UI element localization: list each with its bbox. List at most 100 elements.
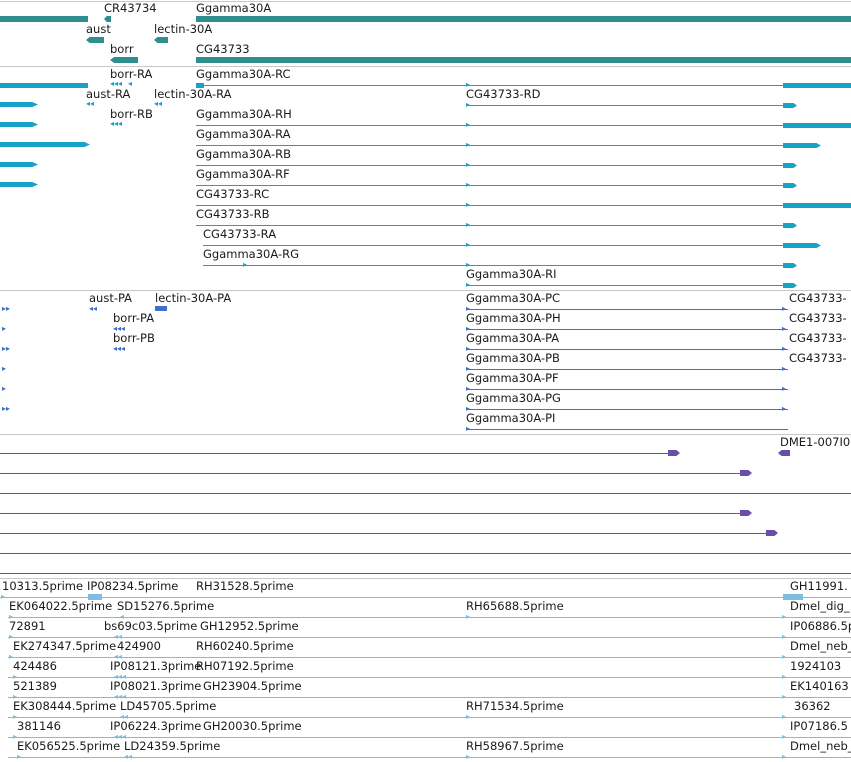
gene-label[interactable]: CG43733 xyxy=(196,42,250,56)
est-label[interactable]: GH23904.5prime xyxy=(203,679,302,693)
est-feature[interactable] xyxy=(88,594,102,600)
transcript-feature[interactable] xyxy=(783,263,797,268)
est-label[interactable]: IP06224.3prime xyxy=(110,719,202,733)
transcript-intron-line[interactable] xyxy=(203,265,786,266)
cdna-feature[interactable] xyxy=(668,450,680,456)
protein-label[interactable]: Ggamma30A-PH xyxy=(466,311,561,325)
transcript-feature[interactable] xyxy=(196,83,204,88)
est-label[interactable]: GH20030.5prime xyxy=(203,719,302,733)
cdna-alignment-line[interactable] xyxy=(0,573,851,574)
protein-intron-line[interactable] xyxy=(466,309,788,310)
est-label[interactable]: EK056525.5prime xyxy=(17,739,121,753)
gene-feature[interactable] xyxy=(110,57,138,63)
strand-arrows-icon[interactable]: ▸▸ xyxy=(2,404,11,413)
protein-label[interactable]: CG43733- xyxy=(789,331,847,345)
gene-feature[interactable] xyxy=(0,16,88,22)
transcript-label[interactable]: aust-RA xyxy=(86,87,131,101)
est-label[interactable]: IP08121.3prime xyxy=(110,659,202,673)
transcript-label[interactable]: Ggamma30A-RH xyxy=(196,107,292,121)
est-label[interactable]: 36362 xyxy=(794,699,831,713)
transcript-intron-line[interactable] xyxy=(196,145,786,146)
strand-arrows-icon[interactable]: ▸ xyxy=(2,364,7,373)
protein-feature[interactable] xyxy=(155,306,167,311)
transcript-feature[interactable] xyxy=(783,103,797,108)
strand-arrows-icon[interactable]: ▸ xyxy=(2,324,7,333)
est-label[interactable]: RH60240.5prime xyxy=(196,639,294,653)
transcript-feature[interactable] xyxy=(0,182,38,187)
reverse-strand-arrows-icon[interactable]: ◂ xyxy=(128,79,133,88)
protein-label[interactable]: lectin-30A-PA xyxy=(155,291,232,305)
est-label[interactable]: Dmel_neb_ xyxy=(790,639,851,653)
est-label[interactable]: IP06886.5p xyxy=(790,619,851,633)
transcript-intron-line[interactable] xyxy=(196,225,786,226)
gene-feature[interactable] xyxy=(86,37,104,43)
cdna-feature[interactable] xyxy=(778,450,790,456)
transcript-feature[interactable] xyxy=(783,203,851,208)
protein-intron-line[interactable] xyxy=(466,329,788,330)
est-label[interactable]: EK064022.5prime xyxy=(9,599,113,613)
cdna-feature[interactable] xyxy=(740,510,752,516)
transcript-label[interactable]: Ggamma30A-RF xyxy=(196,167,290,181)
est-feature[interactable] xyxy=(783,594,803,600)
est-label[interactable]: RH31528.5prime xyxy=(196,579,294,593)
est-label[interactable]: SD15276.5prime xyxy=(117,599,215,613)
est-label[interactable]: 72891 xyxy=(9,619,46,633)
gene-feature[interactable] xyxy=(104,16,111,22)
protein-label[interactable]: Ggamma30A-PG xyxy=(466,391,561,405)
reverse-strand-arrows-icon[interactable]: ◂◂ xyxy=(86,99,95,108)
gene-feature[interactable] xyxy=(154,37,168,43)
transcript-feature[interactable] xyxy=(783,243,821,248)
protein-label[interactable]: Ggamma30A-PI xyxy=(466,411,556,425)
protein-label[interactable]: CG43733- xyxy=(789,351,847,365)
est-label[interactable]: RH71534.5prime xyxy=(466,699,564,713)
gene-label[interactable]: Ggamma30A xyxy=(196,1,272,15)
protein-label[interactable]: Ggamma30A-PF xyxy=(466,371,559,385)
est-label[interactable]: EK274347.5prime xyxy=(13,639,117,653)
transcript-feature[interactable] xyxy=(783,123,851,128)
transcript-label[interactable]: CG43733-RB xyxy=(196,207,270,221)
est-label[interactable]: bs69c03.5prime xyxy=(104,619,198,633)
est-label[interactable]: 521389 xyxy=(13,679,57,693)
est-alignment-line[interactable] xyxy=(8,657,851,658)
transcript-feature[interactable] xyxy=(783,183,797,188)
est-alignment-line[interactable] xyxy=(8,697,851,698)
transcript-label[interactable]: lectin-30A-RA xyxy=(154,87,232,101)
est-label[interactable]: RH65688.5prime xyxy=(466,599,564,613)
strand-arrows-icon[interactable]: ▸▸ xyxy=(2,304,11,313)
transcript-intron-line[interactable] xyxy=(196,125,786,126)
protein-intron-line[interactable] xyxy=(466,369,788,370)
est-label[interactable]: 424900 xyxy=(117,639,161,653)
reverse-strand-arrows-icon[interactable]: ◂◂◂ xyxy=(113,324,126,333)
est-label[interactable]: 10313.5prime xyxy=(2,579,84,593)
strand-arrows-icon[interactable]: ▸▸ xyxy=(2,344,11,353)
est-alignment-line[interactable] xyxy=(0,597,851,598)
transcript-label[interactable]: Ggamma30A-RC xyxy=(196,67,291,81)
transcript-feature[interactable] xyxy=(783,83,851,88)
cdna-alignment-line[interactable] xyxy=(0,533,770,534)
transcript-intron-line[interactable] xyxy=(196,165,786,166)
transcript-intron-line[interactable] xyxy=(466,105,786,106)
protein-label[interactable]: borr-PB xyxy=(113,331,155,345)
strand-arrows-icon[interactable]: ▸ xyxy=(2,384,7,393)
est-alignment-line[interactable] xyxy=(8,757,851,758)
transcript-feature[interactable] xyxy=(0,122,38,127)
cdna-alignment-line[interactable] xyxy=(0,553,851,554)
protein-label[interactable]: Ggamma30A-PB xyxy=(466,351,560,365)
cdna-alignment-line[interactable] xyxy=(0,473,744,474)
transcript-label[interactable]: borr-RB xyxy=(110,107,153,121)
transcript-label[interactable]: Ggamma30A-RB xyxy=(196,147,291,161)
cdna-label[interactable]: DME1-007I0 xyxy=(780,435,851,449)
transcript-label[interactable]: CG43733-RD xyxy=(466,87,541,101)
protein-label[interactable]: CG43733- xyxy=(789,311,847,325)
transcript-intron-line[interactable] xyxy=(196,85,786,86)
gene-label[interactable]: CR43734 xyxy=(104,1,157,15)
est-label[interactable]: GH12952.5prime xyxy=(200,619,299,633)
transcript-feature[interactable] xyxy=(0,162,38,167)
transcript-feature[interactable] xyxy=(0,83,88,88)
transcript-feature[interactable] xyxy=(783,283,797,288)
est-label[interactable]: 381146 xyxy=(17,719,61,733)
est-alignment-line[interactable] xyxy=(8,677,851,678)
est-alignment-line[interactable] xyxy=(8,637,851,638)
est-alignment-line[interactable] xyxy=(8,737,851,738)
est-label[interactable]: Dmel_dig_ xyxy=(790,599,850,613)
